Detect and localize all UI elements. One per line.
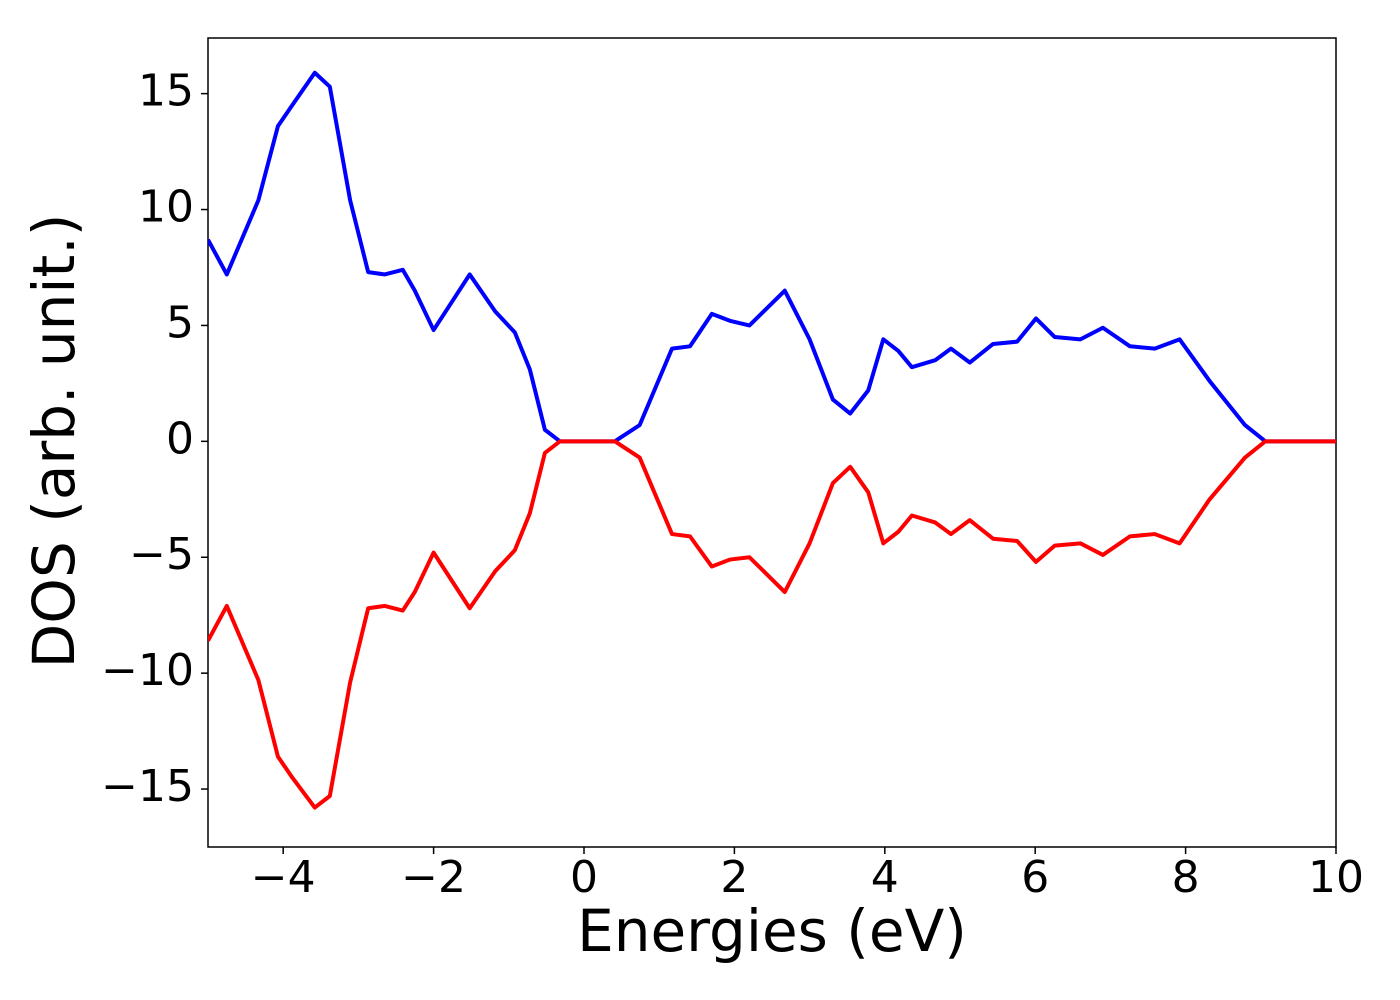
y-tick-label: −15 bbox=[101, 761, 194, 812]
x-tick-label: −2 bbox=[401, 852, 466, 903]
series-line bbox=[208, 439, 1336, 810]
plot-frame bbox=[207, 37, 1337, 848]
y-tick-label: −5 bbox=[129, 529, 194, 580]
series-line bbox=[208, 70, 1336, 444]
x-tick-label: 8 bbox=[1172, 852, 1200, 903]
y-tick-label: 15 bbox=[138, 66, 194, 117]
y-tick-label: −10 bbox=[101, 645, 194, 696]
y-tick-label: 0 bbox=[166, 413, 194, 464]
x-tick-label: 10 bbox=[1308, 852, 1364, 903]
y-tick-label: 10 bbox=[138, 182, 194, 233]
y-axis-label: DOS (arb. unit.) bbox=[20, 214, 88, 669]
y-tick-label: 5 bbox=[166, 297, 194, 348]
x-tick-label: −4 bbox=[251, 852, 316, 903]
x-tick-label: 6 bbox=[1021, 852, 1049, 903]
x-tick-label: 4 bbox=[871, 852, 899, 903]
x-tick-label: 2 bbox=[720, 852, 748, 903]
x-tick-label: 0 bbox=[570, 852, 598, 903]
x-axis-label: Energies (eV) bbox=[577, 897, 967, 965]
